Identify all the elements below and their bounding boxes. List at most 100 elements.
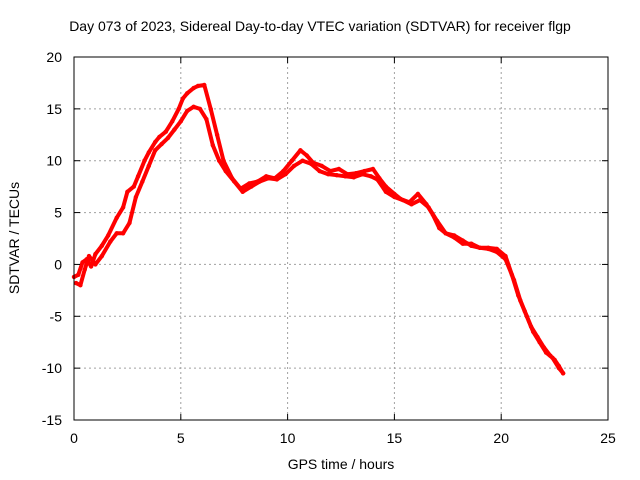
y-axis-label: SDTVAR / TECUs [6,181,22,295]
data-point [135,174,141,179]
data-point [120,231,126,236]
data-point [120,205,126,210]
data-point [240,189,245,194]
data-point [163,129,168,134]
data-point [370,166,376,172]
y-tick-label: -5 [50,308,63,324]
data-point [217,158,222,163]
data-point [140,179,145,184]
data-point [486,246,491,252]
data-point [426,205,431,210]
data-point [82,267,87,272]
data-point [319,163,324,169]
data-point [88,264,94,269]
y-tick-label: 20 [46,49,62,65]
x-tick-label: 5 [177,430,185,446]
data-point [249,184,254,189]
data-point [221,158,226,163]
data-point [106,233,111,238]
series-line [72,83,566,376]
data-point [99,243,105,248]
data-point [191,85,196,91]
data-point [197,106,203,112]
x-tick-label: 20 [493,430,509,446]
data-point [210,143,215,148]
data-point [114,215,119,220]
chart-title: Day 073 of 2023, Sidereal Day-to-day VTE… [69,18,571,34]
data-point [170,119,175,124]
data-point [202,82,207,88]
data-point [452,235,457,240]
data-point [195,83,201,89]
data-point [125,189,130,194]
data-point [375,177,380,182]
data-point [443,231,448,236]
y-tick-label: 10 [46,153,62,169]
data-point [477,245,482,250]
data-point [368,174,374,179]
y-tick-labels: -15 -10 -5 0 5 10 15 20 [42,49,62,428]
data-point [247,181,252,186]
data-point [524,314,529,319]
data-point [80,260,85,265]
data-point [417,197,423,203]
data-point [114,231,119,236]
data-point [204,117,209,122]
plot-frame [73,56,609,421]
x-tick-label: 25 [600,430,616,446]
data-point [165,135,171,141]
data-point [266,176,271,181]
data-point [146,150,151,155]
y-tick-label: 15 [46,101,62,117]
data-point [131,184,136,189]
y-tick-label: -10 [42,360,62,376]
data-point [460,241,465,246]
data-point [185,91,190,96]
data-point [127,220,132,226]
data-point [73,280,79,286]
data-point [494,249,500,255]
data-point [281,168,286,174]
data-point [291,163,297,169]
data-point [304,153,309,158]
grid-lines [74,57,608,420]
data-point [78,283,83,288]
data-point [556,365,562,371]
data-point [409,202,414,207]
data-point [146,163,151,169]
data-point [328,168,333,174]
data-point [336,166,342,172]
data-point [191,104,196,110]
data-point [537,340,542,345]
data-point [400,197,406,203]
data-point [351,175,356,180]
data-point [298,148,303,153]
data-point [360,172,365,177]
data-point [99,253,105,259]
data-point [159,141,164,147]
data-point [362,168,367,174]
data-point [93,251,98,257]
data-point [172,127,177,132]
x-tick-label: 0 [70,430,78,446]
data-point [550,355,555,360]
data-point [108,239,113,244]
data-point [531,329,536,334]
series-group [71,82,566,376]
data-point [208,106,213,112]
data-point [434,218,440,224]
data-point [334,173,339,178]
series-line [74,104,566,376]
data-point [142,158,147,163]
data-point [518,298,523,303]
data-point [133,194,139,200]
data-point [392,194,397,200]
data-point [185,108,190,114]
data-point [511,277,517,283]
data-point [343,174,348,179]
data-point [383,189,389,194]
data-point [153,139,158,145]
data-point [76,272,81,277]
data-point [560,371,566,376]
